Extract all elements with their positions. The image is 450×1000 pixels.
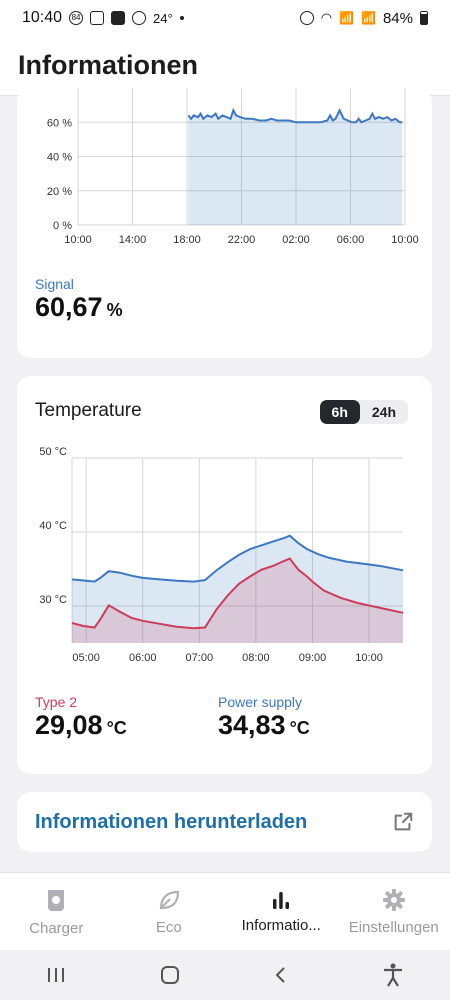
nav-eco[interactable]: Eco [113, 873, 226, 950]
power-supply-unit: °C [289, 718, 310, 738]
power-supply-label: Power supply [218, 694, 303, 710]
nav-einstellungen[interactable]: Einstellungen [338, 873, 450, 950]
temp-area [72, 558, 403, 643]
signal-x-tick: 06:00 [337, 234, 365, 246]
temperature-chart: 30 °C 40 °C 50 °C 05:00 06:00 07:00 08:00 09:00… [39, 446, 404, 664]
signal-x-tick: 18:00 [173, 234, 201, 246]
leaf-icon [159, 890, 179, 909]
signal-y-tick: 40 % [47, 152, 72, 164]
temp-x-tick: 10:00 [355, 652, 383, 664]
temperature-card: Temperature 6h 24h 30 °C 40 °C 50 °C 05:00 0… [17, 376, 432, 774]
status-time: 10:40 [22, 9, 63, 26]
download-button[interactable]: Informationen herunterladen [17, 792, 432, 852]
nav-einstellungen-label: Einstellungen [348, 918, 439, 936]
temp-x-tick: 05:00 [72, 652, 100, 664]
nav-informationen[interactable]: Informatio... [225, 873, 338, 950]
signal-value: 60,67 [35, 292, 103, 322]
temp-line [71, 557, 404, 630]
temp-y-tick: 40 °C [39, 520, 67, 532]
bottom-navigation: Charger Eco Informatio... [0, 872, 450, 950]
app-bar: Informationen [0, 36, 450, 96]
signal-area [188, 110, 403, 225]
download-label: Informationen herunterladen [35, 810, 308, 833]
signal-reading: Signal 60,67% [35, 276, 123, 323]
type2-unit: °C [106, 718, 127, 738]
call-signal-icon: 📶 [339, 11, 355, 25]
camera-icon [90, 11, 105, 25]
system-navigation [0, 950, 450, 1000]
signal-x-tick: 10:00 [391, 234, 419, 246]
timer-icon [132, 11, 147, 25]
page-title: Informationen [18, 50, 198, 80]
signal-x-tick: 10:00 [64, 234, 92, 246]
signal-y-tick: 0 % [53, 220, 72, 232]
temp-x-tick: 07:00 [186, 652, 214, 664]
type2-value: 29,08 [35, 710, 103, 740]
signal-y-tick: 60 % [47, 117, 72, 129]
nav-charger-label: Charger [29, 919, 84, 937]
signal-x-tick: 14:00 [119, 234, 147, 246]
signal-y-tick: 20 % [47, 186, 72, 198]
type2-reading: Type 2 29,08 °C [35, 694, 127, 741]
signal-line [187, 107, 403, 124]
status-temperature: 24° [153, 10, 173, 26]
battery-percent: 84% [382, 9, 413, 27]
temp-x-tick: 09:00 [299, 652, 327, 664]
toggle-6h[interactable]: 6h [319, 400, 360, 424]
status-bar: 10:40 84 24° ◠ 📶 📶 84% [0, 0, 450, 36]
temp-y-tick: 50 °C [39, 446, 67, 458]
temp-x-tick: 08:00 [242, 652, 270, 664]
signal-x-tick: 22:00 [228, 234, 256, 246]
bar-chart-icon [273, 891, 290, 909]
signal-chart: 0 % 20 % 40 % 60 % 10:00 14:00 18:00 22:00 02:00… [47, 88, 419, 246]
signal-card: 0 % 20 % 40 % 60 % 10:00 14:00 18:00 22:00 02:00… [17, 88, 432, 358]
home-icon[interactable] [159, 964, 181, 986]
back-icon[interactable] [273, 965, 289, 985]
temp-y-tick: 30 °C [39, 594, 67, 606]
signal-label: Signal [35, 276, 74, 292]
signal-x-tick: 02:00 [282, 234, 310, 246]
accessibility-icon[interactable] [382, 962, 404, 988]
power-supply-reading: Power supply 34,83 °C [218, 694, 310, 741]
power-supply-value: 34,83 [218, 710, 286, 740]
temp-line [71, 534, 404, 583]
nav-eco-label: Eco [155, 918, 182, 936]
temp-x-tick: 06:00 [129, 652, 157, 664]
nav-informationen-label: Informatio... [241, 916, 321, 934]
call-signal-2-icon: 📶 [361, 11, 376, 25]
more-notifications-icon [179, 16, 184, 20]
external-link-icon [394, 812, 413, 831]
temperature-title: Temperature [35, 400, 142, 421]
temp-area [72, 535, 403, 643]
type2-label: Type 2 [35, 694, 78, 710]
youtube-icon [111, 11, 126, 25]
recent-apps-icon[interactable] [46, 966, 66, 984]
gear-icon [382, 888, 405, 911]
signal-unit: % [106, 300, 123, 320]
nav-charger[interactable]: Charger [0, 873, 113, 950]
alarm-icon [299, 11, 314, 25]
battery-icon [420, 11, 428, 25]
notification-badge-icon: 84 [69, 11, 84, 25]
range-toggle: 6h 24h [319, 400, 408, 424]
charger-icon [48, 889, 65, 911]
toggle-24h[interactable]: 24h [371, 404, 396, 420]
wifi-icon: ◠ [320, 10, 333, 25]
